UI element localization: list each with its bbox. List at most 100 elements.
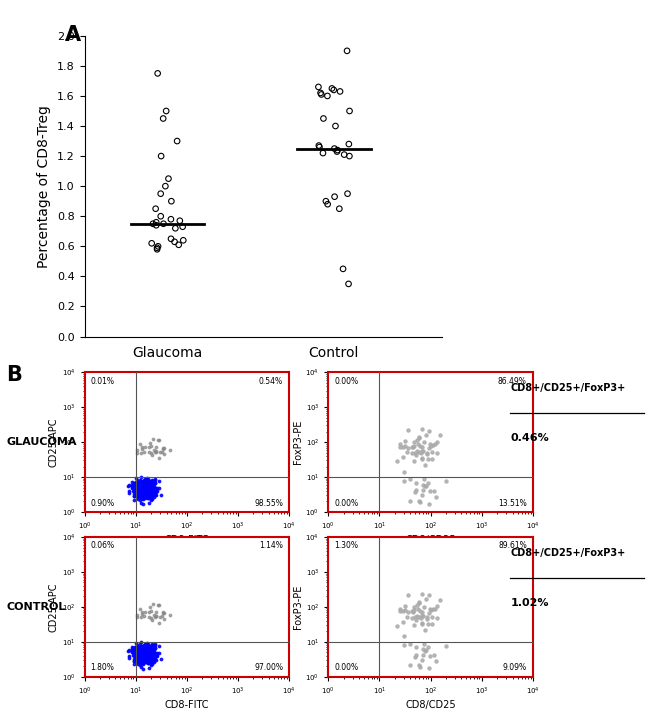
- Point: [138, 485, 148, 496]
- Point: [138, 648, 149, 659]
- Point: [144, 606, 154, 617]
- Point: [141, 647, 151, 659]
- Point: [133, 645, 143, 657]
- Point: [142, 650, 153, 662]
- Point: [131, 641, 141, 652]
- Point: [138, 485, 149, 496]
- Point: [139, 644, 150, 656]
- Point: [136, 484, 146, 495]
- Point: [143, 650, 153, 662]
- Point: [138, 480, 149, 491]
- Point: [148, 647, 159, 659]
- Point: [138, 656, 149, 667]
- Point: [145, 480, 155, 492]
- Point: [131, 656, 142, 667]
- Point: [133, 652, 144, 664]
- Point: [142, 649, 152, 660]
- Point: [144, 645, 154, 657]
- Point: [419, 644, 429, 655]
- Point: [136, 486, 147, 498]
- Point: [421, 644, 431, 656]
- Point: [426, 446, 437, 458]
- Point: [129, 655, 139, 667]
- Point: [332, 146, 342, 158]
- Point: [133, 643, 144, 654]
- Point: [142, 646, 152, 657]
- Point: [144, 644, 155, 655]
- Point: [146, 488, 156, 500]
- Point: [142, 645, 152, 657]
- Point: [131, 480, 142, 492]
- Point: [142, 654, 153, 665]
- Point: [147, 642, 157, 654]
- Point: [320, 195, 331, 207]
- Point: [127, 482, 137, 493]
- Point: [138, 488, 149, 499]
- Point: [136, 484, 147, 495]
- Point: [138, 647, 148, 658]
- Point: [414, 596, 424, 608]
- Point: [136, 485, 147, 496]
- Point: [139, 652, 150, 664]
- Point: [131, 645, 142, 657]
- Point: [138, 642, 148, 654]
- Point: [142, 473, 153, 485]
- Point: [133, 642, 144, 653]
- Point: [146, 642, 156, 654]
- Point: [144, 488, 155, 500]
- Point: [150, 203, 161, 215]
- Point: [142, 481, 152, 493]
- Point: [135, 478, 145, 489]
- Point: [138, 487, 148, 498]
- Point: [129, 477, 140, 488]
- Point: [137, 649, 148, 661]
- Point: [135, 649, 146, 661]
- Point: [424, 498, 434, 509]
- Point: [142, 656, 153, 667]
- Text: 0.00%: 0.00%: [334, 664, 359, 672]
- Point: [131, 488, 142, 499]
- Point: [129, 481, 140, 493]
- Point: [136, 642, 146, 653]
- Point: [141, 483, 151, 495]
- Point: [142, 488, 152, 499]
- Point: [150, 648, 161, 659]
- Point: [139, 484, 150, 495]
- Point: [135, 650, 145, 662]
- Point: [135, 484, 145, 495]
- Point: [141, 478, 151, 490]
- Point: [421, 480, 431, 491]
- Point: [138, 647, 148, 659]
- Point: [138, 485, 149, 496]
- Point: [156, 150, 166, 162]
- Point: [133, 484, 144, 495]
- Point: [135, 649, 145, 660]
- Point: [150, 483, 161, 495]
- Point: [135, 642, 145, 654]
- Point: [138, 647, 148, 659]
- Point: [141, 643, 151, 654]
- Point: [138, 653, 148, 664]
- Point: [143, 648, 153, 659]
- Point: [144, 645, 155, 657]
- Point: [142, 491, 152, 503]
- Point: [142, 656, 152, 667]
- Point: [136, 487, 146, 498]
- Point: [146, 650, 157, 662]
- Point: [133, 482, 143, 493]
- Point: [149, 654, 159, 665]
- Point: [398, 475, 409, 486]
- Point: [138, 493, 148, 504]
- Point: [152, 482, 162, 493]
- Point: [142, 488, 152, 500]
- Point: [135, 483, 146, 495]
- Point: [144, 651, 154, 662]
- Point: [140, 480, 151, 491]
- Point: [135, 485, 146, 497]
- Point: [143, 489, 153, 500]
- Point: [141, 491, 151, 503]
- Point: [140, 644, 150, 655]
- Point: [143, 485, 153, 497]
- Point: [142, 652, 153, 664]
- Point: [140, 474, 150, 485]
